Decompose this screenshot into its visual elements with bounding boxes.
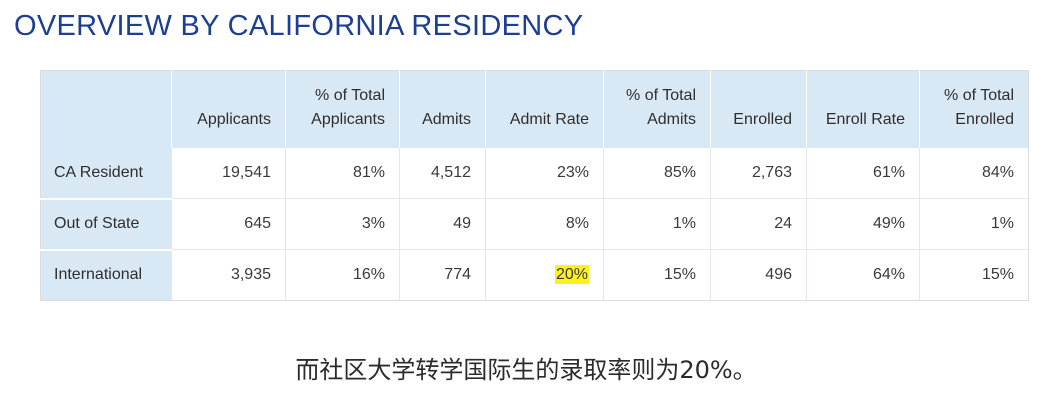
cell-pct-total-applicants: 16%: [285, 249, 400, 301]
cell-applicants: 3,935: [171, 249, 286, 301]
cell-pct-total-applicants: 81%: [285, 147, 400, 199]
header-cell-enrolled: Enrolled: [710, 70, 807, 148]
cell-pct-total-enrolled: 84%: [919, 147, 1029, 199]
highlighted-admit-rate: 20%: [554, 265, 589, 284]
header-cell-corner: [40, 70, 172, 148]
caption-text: 而社区大学转学国际生的录取率则为20%。: [295, 356, 757, 384]
cell-applicants: 19,541: [171, 147, 286, 199]
table-row: International 3,935 16% 774 20% 15% 496 …: [40, 249, 1029, 301]
cell-pct-total-admits: 1%: [603, 198, 711, 250]
row-label-international: International: [40, 249, 172, 301]
residency-overview-table: Applicants % of Total Applicants Admits …: [40, 70, 1029, 301]
cell-enrolled: 496: [710, 249, 807, 301]
cell-pct-total-applicants: 3%: [285, 198, 400, 250]
row-label-out-of-state: Out of State: [40, 198, 172, 251]
header-cell-applicants: Applicants: [171, 70, 286, 148]
cell-applicants: 645: [171, 198, 286, 250]
table-row: CA Resident 19,541 81% 4,512 23% 85% 2,7…: [40, 147, 1029, 200]
cell-enrolled: 24: [710, 198, 807, 250]
cell-enroll-rate: 61%: [806, 147, 920, 199]
header-cell-pct-total-enrolled: % of Total Enrolled: [919, 70, 1029, 148]
cell-enrolled: 2,763: [710, 147, 807, 199]
cell-enroll-rate: 49%: [806, 198, 920, 250]
cell-pct-total-enrolled: 15%: [919, 249, 1029, 301]
header-cell-enroll-rate: Enroll Rate: [806, 70, 920, 148]
cell-admit-rate: 20%: [485, 249, 604, 301]
cell-enroll-rate: 64%: [806, 249, 920, 301]
cell-admit-rate: 8%: [485, 198, 604, 250]
cell-pct-total-enrolled: 1%: [919, 198, 1029, 250]
row-label-ca-resident: CA Resident: [40, 147, 172, 200]
table-header-row: Applicants % of Total Applicants Admits …: [40, 70, 1029, 148]
cell-pct-total-admits: 85%: [603, 147, 711, 199]
header-cell-admits: Admits: [399, 70, 486, 148]
table-row: Out of State 645 3% 49 8% 1% 24 49% 1%: [40, 198, 1029, 251]
header-cell-admit-rate: Admit Rate: [485, 70, 604, 148]
cell-admits: 774: [399, 249, 486, 301]
header-cell-pct-total-admits: % of Total Admits: [603, 70, 711, 148]
cell-pct-total-admits: 15%: [603, 249, 711, 301]
cell-admits: 49: [399, 198, 486, 250]
cell-admit-rate: 23%: [485, 147, 604, 199]
header-cell-pct-total-applicants: % of Total Applicants: [285, 70, 400, 148]
page-title: OVERVIEW BY CALIFORNIA RESIDENCY: [14, 10, 584, 42]
cell-admits: 4,512: [399, 147, 486, 199]
